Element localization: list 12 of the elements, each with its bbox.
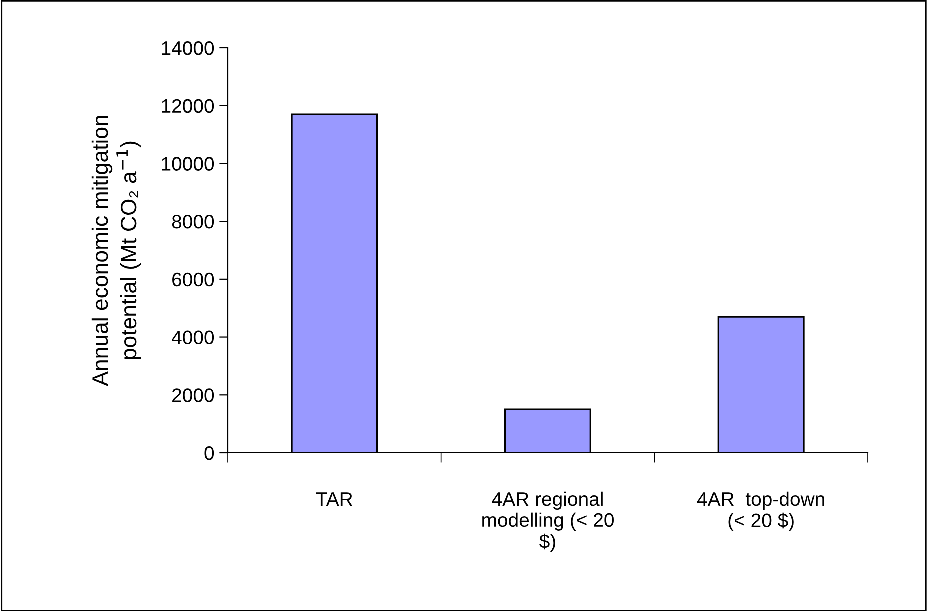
y-tick-label: 12000 xyxy=(162,99,214,114)
x-tick-label: TAR xyxy=(316,492,352,506)
y-axis-title: Annual economic mitigation potential (Mt CO₂ a$^{−1}$) xyxy=(92,116,142,386)
y-tick-label: 2000 xyxy=(172,388,214,402)
x-tick-label: 4AR regional modelling (< 20 $) xyxy=(482,492,614,552)
y-tick-label: 6000 xyxy=(172,272,214,287)
y-tick-label: 10000 xyxy=(162,157,214,171)
x-tick-label: 4AR top-down (< 20 $) xyxy=(697,492,824,532)
y-tick-label: 14000 xyxy=(162,41,214,56)
y-tick-label: 4000 xyxy=(172,330,214,345)
y-tick-label: 0 xyxy=(204,446,214,460)
y-tick-label: 8000 xyxy=(172,215,214,229)
